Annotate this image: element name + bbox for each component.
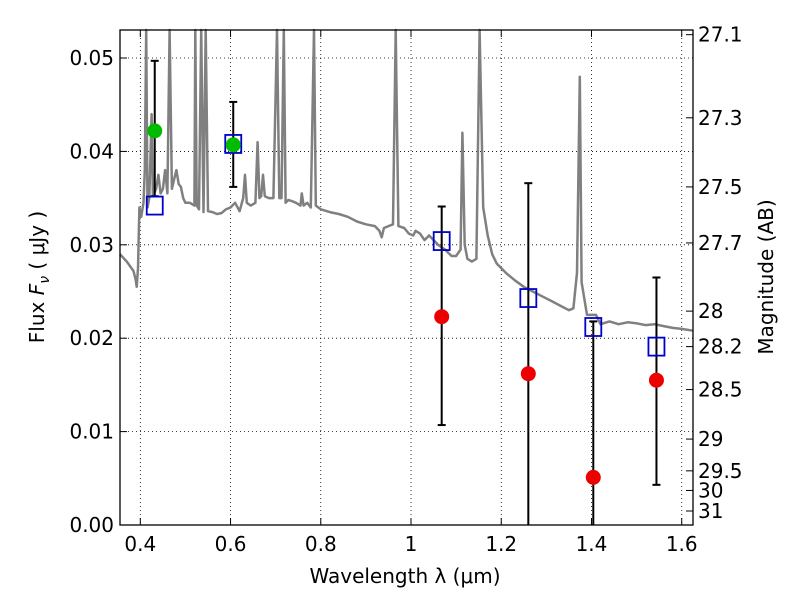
- x-tick-label: 0.8: [305, 532, 337, 556]
- data-point: [434, 309, 450, 325]
- right-tick-label: 30: [698, 478, 723, 502]
- x-tick-label: 1: [405, 532, 418, 556]
- sed-square-point: [647, 336, 666, 357]
- right-tick-label: 29.5: [698, 459, 743, 483]
- right-tick-label: 28.2: [698, 335, 743, 359]
- data-point: [225, 137, 241, 153]
- data-point: [585, 469, 601, 485]
- sed-square-point: [145, 195, 164, 216]
- data-point: [147, 123, 163, 139]
- axis-ticks: 0.4 0.6 0.8 1 1.2 1.4 1.6 0.00 0.01 0.02 0.03 0.04 0…: [69, 23, 742, 556]
- y-axis-label: Flux Fν ( μJy ): [25, 211, 53, 343]
- y-tick-label: 0.00: [69, 513, 114, 537]
- sed-square-point: [584, 317, 603, 337]
- sed-square-point: [519, 288, 538, 308]
- right-tick-label: 27.1: [698, 23, 743, 47]
- x-tick-label: 0.4: [124, 532, 156, 556]
- right-tick-label: 28.5: [698, 378, 743, 402]
- x-tick-label: 0.6: [215, 532, 247, 556]
- sed-square-point: [224, 134, 243, 154]
- y-tick-label: 0.04: [69, 139, 114, 163]
- right-tick-label: 27.7: [698, 231, 743, 255]
- plot-frame: [119, 29, 694, 526]
- right-tick-label: 27.3: [698, 106, 743, 130]
- data-points: [145, 59, 666, 525]
- x-tick-label: 1.6: [666, 532, 698, 556]
- data-point: [648, 372, 664, 388]
- y-tick-label: 0.01: [69, 420, 114, 444]
- y-tick-label: 0.05: [69, 46, 114, 70]
- right-tick-label: 28: [698, 299, 723, 323]
- spectrum-line: [119, 28, 694, 332]
- right-axis-label: Magnitude (AB): [754, 199, 778, 354]
- grid: [120, 30, 693, 526]
- data-point: [520, 366, 536, 382]
- y-tick-label: 0.03: [69, 233, 114, 257]
- right-tick-label: 31: [698, 499, 723, 523]
- right-tick-label: 29: [698, 427, 723, 451]
- sed-square-point: [432, 231, 451, 251]
- right-tick-label: 27.5: [698, 175, 743, 199]
- x-tick-label: 1.2: [485, 532, 517, 556]
- y-tick-label: 0.02: [69, 326, 114, 350]
- x-tick-label: 1.4: [576, 532, 608, 556]
- model-spectrum: [119, 28, 694, 332]
- x-axis-label: Wavelength λ (μm): [309, 564, 500, 588]
